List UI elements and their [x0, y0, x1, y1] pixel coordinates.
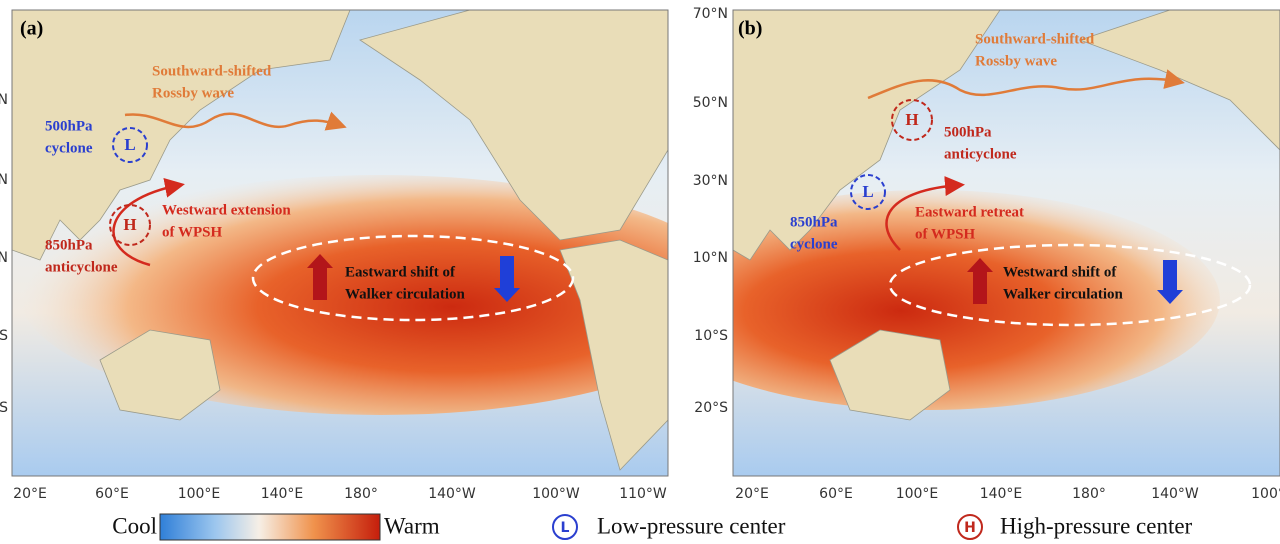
wpsh-label: of WPSH: [162, 224, 222, 240]
wpsh-label: Eastward retreat: [915, 204, 1024, 220]
legend-high: High-pressure center: [1000, 513, 1193, 538]
wpsh-arrow: [112, 177, 185, 267]
upper-label: 500hPa: [45, 118, 93, 134]
lower-label: cyclone: [790, 236, 838, 252]
rossby-label: Rossby wave: [975, 53, 1057, 69]
lat-label: 10°S: [694, 328, 728, 344]
frame: [11, 9, 669, 477]
low-circle: [112, 127, 148, 163]
lower-label: 850hPa: [790, 214, 838, 230]
lower-symbol: L: [862, 182, 873, 201]
lon-label: 140°E: [261, 486, 304, 502]
legend-high-symbol: H: [964, 520, 976, 536]
lat-label: 70°N: [693, 6, 728, 22]
upper-label: cyclone: [45, 140, 93, 156]
rossby-label: Southward-shifted: [975, 31, 1095, 47]
lon-label: 100°E: [896, 486, 939, 502]
rossby-label: Rossby wave: [152, 85, 234, 101]
lat-label: S: [0, 328, 8, 344]
legend-cool: Cool: [112, 513, 157, 538]
map-a: [12, 10, 668, 476]
up-arrow: [967, 258, 993, 304]
down-arrow: [1157, 260, 1183, 304]
lon-label: 100°: [1251, 486, 1280, 502]
rossby-wave: [124, 111, 347, 131]
lon-label: 60°E: [819, 486, 853, 502]
lower-label: anticyclone: [45, 259, 118, 275]
panel-label: (b): [738, 18, 762, 40]
lat-label: N: [0, 172, 8, 188]
lower-symbol: H: [123, 215, 136, 234]
high-circle: [109, 204, 151, 246]
upper-symbol: L: [124, 135, 135, 154]
legend-warm: Warm: [384, 513, 440, 538]
walker-label: Walker circulation: [345, 286, 466, 302]
lat-label: 30°N: [693, 173, 728, 189]
colorbar: [159, 513, 381, 541]
lon-label: 100°W: [532, 486, 580, 502]
high-circle: [891, 99, 933, 141]
walker-cell: [251, 234, 575, 322]
lon-label: 140°W: [428, 486, 476, 502]
lon-label: 140°E: [980, 486, 1023, 502]
walker-label: Walker circulation: [1003, 286, 1124, 302]
upper-label: anticyclone: [944, 146, 1017, 162]
walker-cell: [888, 243, 1252, 327]
legend-low-icon: [552, 514, 578, 540]
lon-label: 20°E: [13, 486, 47, 502]
lat-label: 20°S: [694, 400, 728, 416]
frame: [732, 9, 1280, 477]
down-arrow: [494, 256, 520, 302]
up-arrow: [307, 254, 333, 300]
legend-high-icon: [957, 514, 983, 540]
wpsh-arrow: [885, 176, 965, 251]
low-circle: [850, 174, 886, 210]
upper-symbol: H: [905, 110, 918, 129]
rossby-label: Southward-shifted: [152, 63, 272, 79]
walker-label: Westward shift of: [1003, 264, 1117, 280]
lat-label: 50°N: [693, 95, 728, 111]
wpsh-label: of WPSH: [915, 226, 975, 242]
legend-low: Low-pressure center: [597, 513, 786, 538]
lon-label: 140°W: [1151, 486, 1199, 502]
lat-label: 10°N: [693, 250, 728, 266]
wpsh-label: Westward extension: [162, 202, 291, 218]
lat-label: S: [0, 400, 8, 416]
panel-label: (a): [20, 18, 43, 40]
lower-label: 850hPa: [45, 237, 93, 253]
lon-label: 100°E: [178, 486, 221, 502]
walker-label: Eastward shift of: [345, 264, 456, 280]
lon-label: 110°W: [619, 486, 667, 502]
rossby-wave: [867, 69, 1185, 100]
lon-label: 180°: [1072, 486, 1106, 502]
legend-low-symbol: L: [561, 520, 570, 536]
map-b: [733, 10, 1280, 476]
lat-label: N: [0, 250, 8, 266]
lon-label: 180°: [344, 486, 378, 502]
lon-label: 60°E: [95, 486, 129, 502]
lat-label: N: [0, 92, 8, 108]
upper-label: 500hPa: [944, 124, 992, 140]
lon-label: 20°E: [735, 486, 769, 502]
